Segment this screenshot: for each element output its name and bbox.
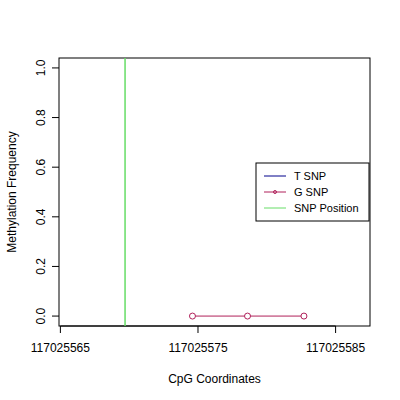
plot-area [125, 58, 307, 326]
x-axis-line [60, 326, 335, 327]
plot-frame [59, 58, 370, 326]
y-tick-label: 0.0 [34, 307, 48, 324]
y-tick-label: 0.2 [34, 258, 48, 275]
legend-swatch [264, 192, 286, 193]
legend-swatch [264, 176, 286, 177]
y-tick-label: 1.0 [34, 59, 48, 76]
y-tick [52, 67, 59, 68]
snp-position-line [124, 58, 126, 326]
x-axis-label: CpG Coordinates [168, 372, 261, 386]
y-tick-label: 0.6 [34, 159, 48, 176]
y-tick [52, 316, 59, 317]
y-tick-label: 0.4 [34, 208, 48, 225]
legend-label: T SNP [294, 170, 326, 182]
y-tick [52, 266, 59, 267]
x-tick [335, 326, 336, 333]
y-tick [52, 216, 59, 217]
y-tick [52, 167, 59, 168]
legend-marker [274, 191, 277, 194]
x-tick-label: 117025565 [31, 341, 91, 355]
legend-swatch [264, 208, 286, 209]
x-tick [197, 326, 198, 333]
point [245, 313, 251, 319]
legend-label: SNP Position [294, 202, 359, 214]
y-tick [52, 117, 59, 118]
point [301, 313, 307, 319]
y-tick-label: 0.8 [34, 109, 48, 126]
x-tick [60, 326, 61, 333]
legend-box [256, 163, 369, 221]
legend-label: G SNP [294, 186, 328, 198]
y-axis-label: Methylation Frequency [5, 131, 19, 252]
chart: 117025565 117025575 117025585 0.0 0.2 0.4 0.6 0… [0, 0, 400, 400]
x-tick-label: 117025575 [168, 341, 228, 355]
point [189, 313, 195, 319]
x-tick-label: 117025585 [306, 341, 366, 355]
